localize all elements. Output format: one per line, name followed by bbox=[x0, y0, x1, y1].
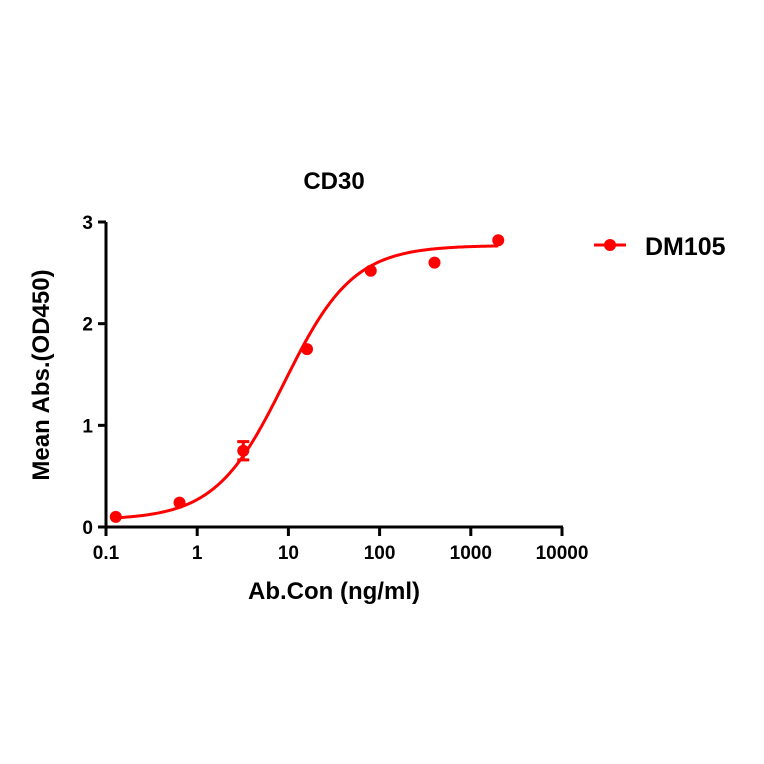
legend: DM105 bbox=[594, 233, 726, 261]
data-point bbox=[492, 234, 505, 247]
data-point bbox=[173, 496, 186, 509]
x-ticks: 0.1 1 10 100 1000 10000 bbox=[93, 527, 589, 564]
fit-curve bbox=[115, 244, 499, 520]
y-tick-label: 1 bbox=[82, 416, 93, 437]
data-point bbox=[301, 343, 314, 356]
y-axis-title: Mean Abs.(OD450) bbox=[28, 269, 55, 480]
chart-title: CD30 bbox=[303, 168, 364, 195]
y-ticks: 0 1 2 3 bbox=[82, 213, 106, 539]
data-point bbox=[364, 264, 377, 277]
data-point bbox=[109, 510, 122, 523]
data-point bbox=[237, 444, 250, 457]
x-axis-title: Ab.Con (ng/ml) bbox=[248, 578, 420, 605]
x-tick-label: 1 bbox=[192, 543, 203, 564]
legend-marker-icon bbox=[604, 239, 616, 251]
data-points bbox=[109, 234, 505, 523]
x-tick-label: 1000 bbox=[450, 543, 492, 564]
y-tick-label: 3 bbox=[82, 213, 93, 234]
axes: 0 1 2 3 0.1 1 10 100 1000 10000 bbox=[82, 213, 588, 564]
data-point bbox=[428, 256, 441, 269]
x-tick-label: 10000 bbox=[536, 543, 589, 564]
y-tick-label: 2 bbox=[82, 315, 93, 336]
x-tick-label: 100 bbox=[364, 543, 396, 564]
x-tick-label: 10 bbox=[278, 543, 299, 564]
x-tick-label: 0.1 bbox=[93, 543, 120, 564]
legend-label: DM105 bbox=[645, 233, 726, 261]
y-tick-label: 0 bbox=[82, 518, 93, 539]
